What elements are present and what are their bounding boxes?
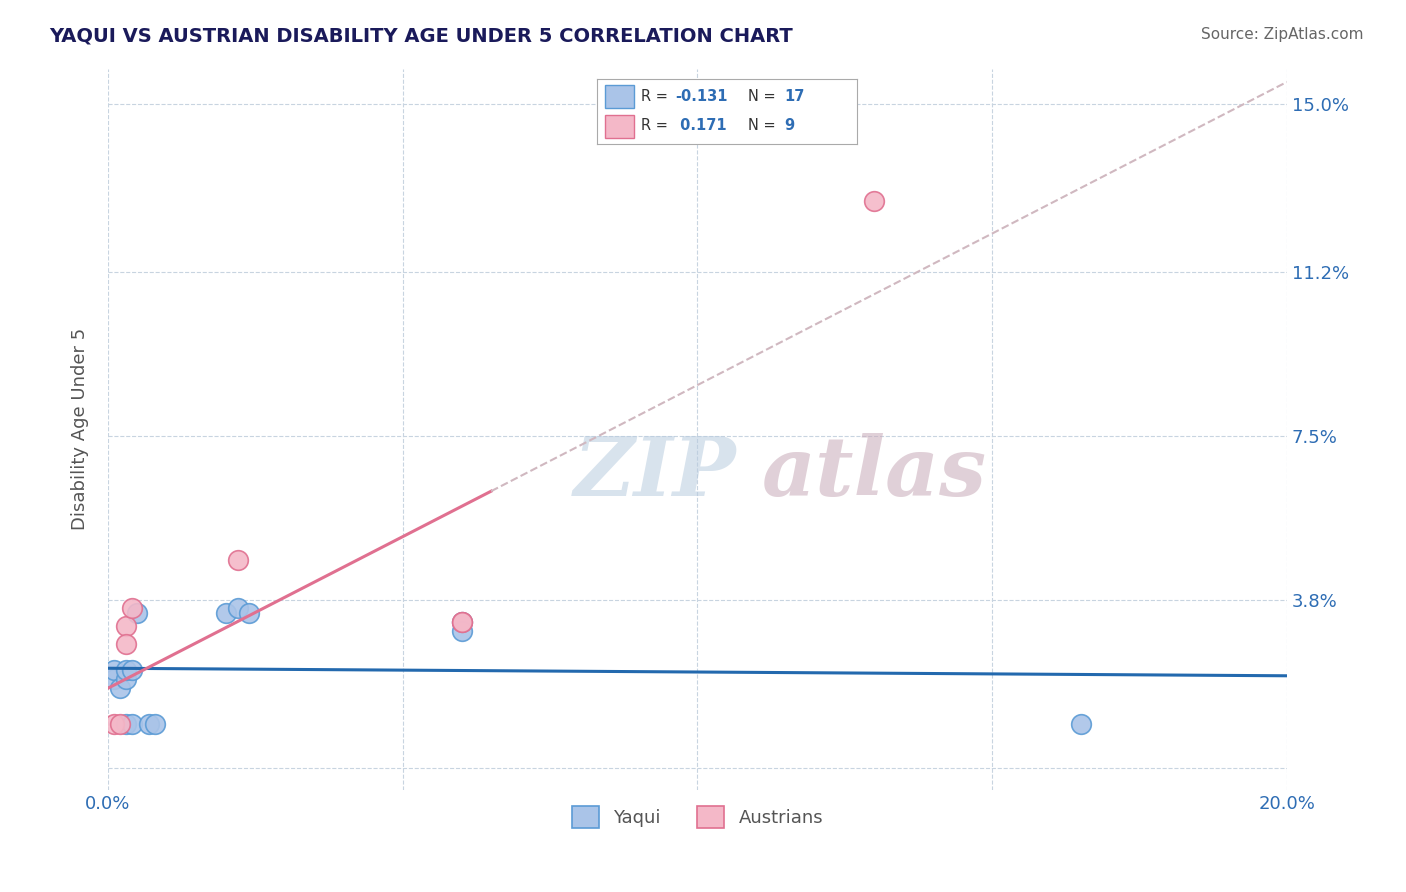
Point — [103, 673, 125, 687]
Point — [108, 681, 131, 695]
Point — [114, 673, 136, 687]
Point — [114, 619, 136, 633]
Text: atlas: atlas — [762, 433, 987, 513]
Point — [138, 716, 160, 731]
Point — [1070, 716, 1092, 731]
Point — [450, 615, 472, 629]
Legend: Yaqui, Austrians: Yaqui, Austrians — [565, 798, 831, 835]
Point — [121, 664, 143, 678]
Point — [143, 716, 166, 731]
Y-axis label: Disability Age Under 5: Disability Age Under 5 — [72, 328, 89, 531]
Point — [215, 606, 238, 620]
Point — [226, 553, 249, 567]
Point — [863, 194, 886, 209]
Point — [121, 716, 143, 731]
Text: YAQUI VS AUSTRIAN DISABILITY AGE UNDER 5 CORRELATION CHART: YAQUI VS AUSTRIAN DISABILITY AGE UNDER 5… — [49, 27, 793, 45]
Point — [114, 637, 136, 651]
Point — [114, 664, 136, 678]
Point — [114, 716, 136, 731]
Point — [450, 615, 472, 629]
Point — [450, 624, 472, 638]
Point — [108, 716, 131, 731]
Point — [127, 606, 149, 620]
Text: ZIP: ZIP — [574, 433, 737, 513]
Point — [121, 601, 143, 615]
Point — [103, 664, 125, 678]
Point — [450, 615, 472, 629]
Point — [238, 606, 260, 620]
Point — [103, 716, 125, 731]
Text: Source: ZipAtlas.com: Source: ZipAtlas.com — [1201, 27, 1364, 42]
Point — [226, 601, 249, 615]
